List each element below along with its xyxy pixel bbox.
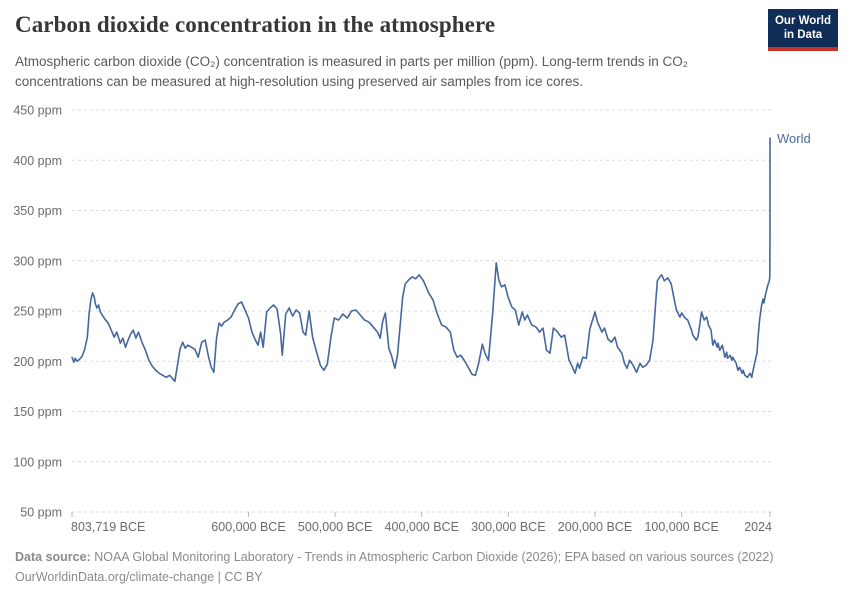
series-line-world[interactable] xyxy=(71,137,771,383)
chart-subtitle: Atmospheric carbon dioxide (CO₂) concent… xyxy=(15,54,689,89)
owid-logo-line-1: Our World xyxy=(774,15,831,27)
x-axis-label-400000: 400,000 BCE xyxy=(385,520,459,534)
y-axis-label-450: 450 ppm xyxy=(13,104,62,118)
data-source-text: NOAA Global Monitoring Laboratory - Tren… xyxy=(90,550,774,564)
x-axis-label-600000: 600,000 BCE xyxy=(211,520,285,534)
data-source-line: Data source: NOAA Global Monitoring Labo… xyxy=(15,547,835,567)
entity-label-world[interactable]: World xyxy=(777,131,811,146)
x-axis-label-300000: 300,000 BCE xyxy=(471,520,545,534)
y-axis-label-400: 400 ppm xyxy=(13,154,62,168)
x-axis-label-803719: 803,719 BCE xyxy=(71,520,145,534)
x-axis-label-500000: 500,000 BCE xyxy=(298,520,372,534)
x-axis-label-100000: 100,000 BCE xyxy=(644,520,718,534)
y-axis-label-350: 350 ppm xyxy=(13,204,62,218)
y-axis-label-100: 100 ppm xyxy=(13,455,62,469)
owid-logo-box: Our World in Data xyxy=(768,9,838,51)
owid-logo-line-2: in Data xyxy=(783,29,823,41)
y-axis-label-300: 300 ppm xyxy=(13,254,62,268)
x-axis-label-200000: 200,000 BCE xyxy=(558,520,632,534)
license-line: OurWorldinData.org/climate-change | CC B… xyxy=(15,570,263,584)
chart-footer: Data source: NOAA Global Monitoring Labo… xyxy=(15,547,835,587)
owid-logo[interactable]: Our World in Data xyxy=(768,9,838,55)
x-axis-label-2024: 2024 xyxy=(744,520,772,534)
chart-title: Carbon dioxide concentration in the atmo… xyxy=(15,12,496,37)
y-axis-label-150: 150 ppm xyxy=(13,405,62,419)
y-axis-label-200: 200 ppm xyxy=(13,355,62,369)
data-source-label: Data source: xyxy=(15,550,91,564)
y-axis-label-50: 50 ppm xyxy=(20,506,62,520)
y-axis-label-250: 250 ppm xyxy=(13,305,62,319)
